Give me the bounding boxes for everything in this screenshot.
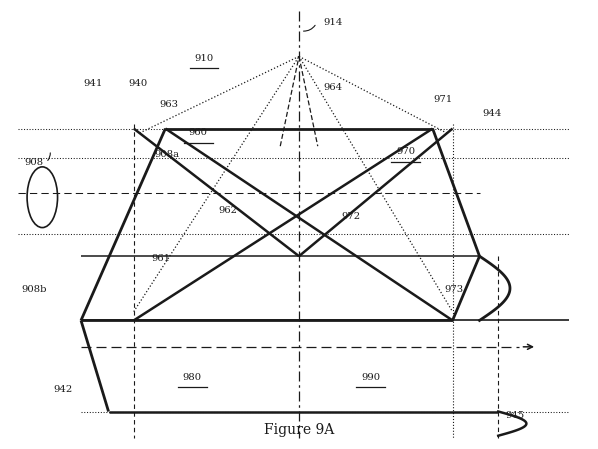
Text: 963: 963 <box>160 100 178 109</box>
Text: 941: 941 <box>83 79 102 88</box>
Text: Figure 9A: Figure 9A <box>264 423 334 437</box>
Text: 945: 945 <box>505 411 524 420</box>
Text: 908: 908 <box>25 158 44 167</box>
Text: 962: 962 <box>218 206 237 215</box>
Text: 972: 972 <box>341 212 360 221</box>
Text: 970: 970 <box>396 147 415 156</box>
Text: 942: 942 <box>54 385 73 394</box>
Text: 990: 990 <box>361 373 380 382</box>
Text: 908a: 908a <box>154 150 180 158</box>
Text: 914: 914 <box>324 18 343 27</box>
Text: 910: 910 <box>194 54 213 63</box>
Text: 944: 944 <box>483 109 502 118</box>
Text: 980: 980 <box>183 373 202 382</box>
Text: 960: 960 <box>189 128 208 137</box>
Text: 961: 961 <box>152 254 171 263</box>
Text: 973: 973 <box>445 285 464 294</box>
Text: 908b: 908b <box>22 285 47 294</box>
Text: 940: 940 <box>128 79 148 88</box>
Text: 964: 964 <box>324 83 343 92</box>
Text: 971: 971 <box>433 95 452 104</box>
